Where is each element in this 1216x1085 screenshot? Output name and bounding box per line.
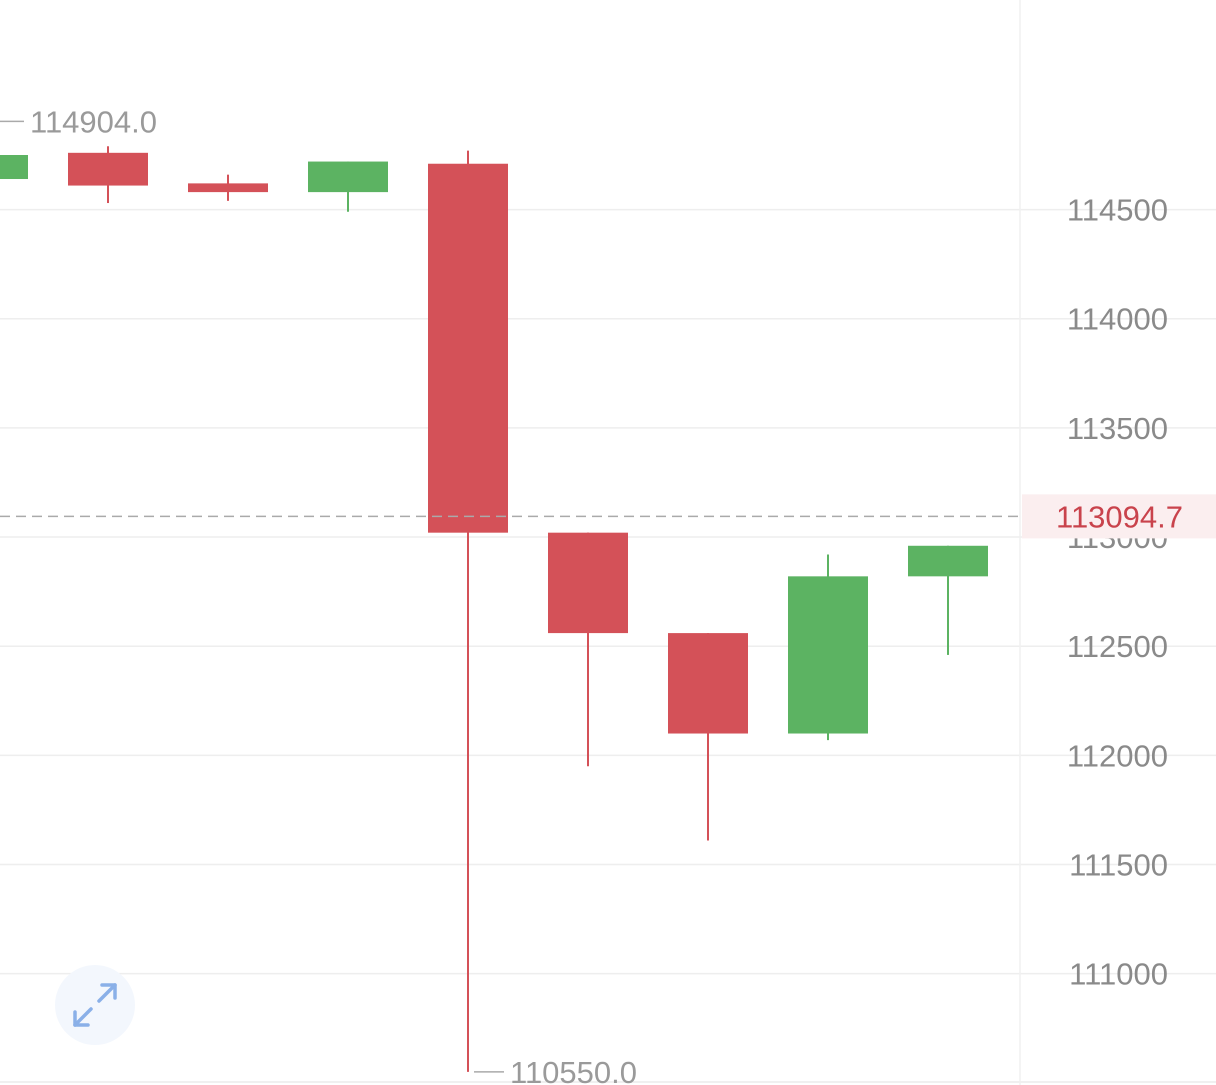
current-price-badge bbox=[1022, 494, 1216, 539]
candle bbox=[308, 161, 388, 212]
y-tick-label: 111500 bbox=[1069, 848, 1168, 883]
y-tick-label: 112000 bbox=[1067, 738, 1168, 773]
candle-body bbox=[668, 633, 748, 734]
candles bbox=[0, 146, 988, 1072]
candle-body bbox=[0, 155, 28, 180]
candle bbox=[908, 545, 988, 655]
candle bbox=[188, 174, 268, 201]
y-tick-label: 111000 bbox=[1069, 957, 1168, 992]
candle-body bbox=[788, 576, 868, 734]
y-tick-label: 113500 bbox=[1067, 411, 1168, 446]
candle-body bbox=[548, 532, 628, 634]
candle bbox=[68, 146, 148, 204]
candle-body bbox=[308, 161, 388, 193]
extreme-annotations: 114904.0 110550.0 bbox=[0, 104, 637, 1085]
candle-body bbox=[908, 545, 988, 577]
candle bbox=[0, 155, 28, 180]
y-tick-label: 112500 bbox=[1067, 629, 1168, 664]
candle bbox=[788, 554, 868, 741]
expand-arrows-icon bbox=[73, 983, 117, 1027]
y-tick-label: 114000 bbox=[1067, 302, 1168, 337]
grid-lines bbox=[0, 208, 1216, 975]
expand-button[interactable] bbox=[55, 965, 135, 1045]
candle bbox=[668, 633, 748, 841]
candle-body bbox=[428, 163, 508, 533]
current-price: 113094.7 bbox=[0, 494, 1216, 539]
candle-body bbox=[188, 183, 268, 193]
candle bbox=[548, 532, 628, 767]
candle bbox=[428, 150, 508, 1072]
candle-body bbox=[68, 152, 148, 186]
current-price-label: 113094.7 bbox=[1056, 499, 1183, 534]
y-tick-label: 114500 bbox=[1067, 193, 1168, 228]
high-label: 114904.0 bbox=[30, 104, 157, 139]
low-label: 110550.0 bbox=[510, 1055, 637, 1085]
y-axis: 1145001140001135001130001125001120001115… bbox=[1067, 193, 1168, 992]
